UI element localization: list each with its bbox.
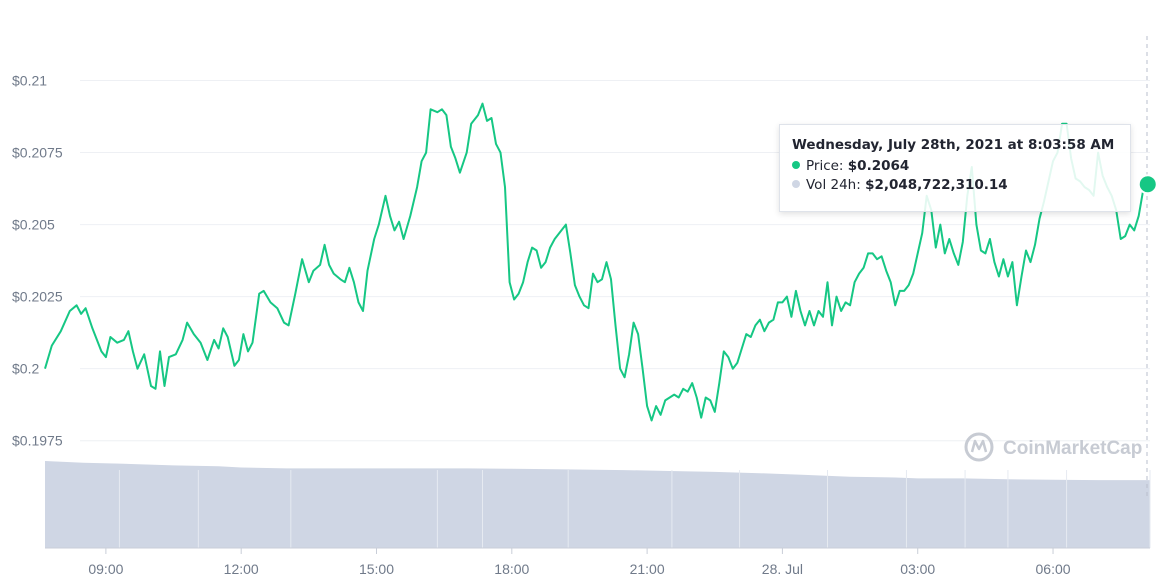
y-tick-label: $0.2025	[12, 289, 63, 305]
x-axis-ticks: 09:00 12:00 15:00 18:00 21:00 28. Jul 03:00 06:…	[88, 548, 1071, 577]
x-tick-label: 21:00	[630, 561, 665, 577]
x-tick-label: 15:00	[359, 561, 394, 577]
price-dot-icon	[792, 161, 800, 169]
chart-tooltip: Wednesday, July 28th, 2021 at 8:03:58 AM…	[779, 124, 1131, 212]
tooltip-title: Wednesday, July 28th, 2021 at 8:03:58 AM	[792, 137, 1115, 153]
tooltip-price-row: Price: $0.2064	[792, 158, 1130, 174]
coinmarketcap-watermark: CoinMarketCap	[964, 432, 1142, 462]
x-tick-label: 28. Jul	[762, 561, 803, 577]
y-tick-label: $0.2	[12, 361, 39, 377]
tooltip-price-label: Price:	[806, 158, 844, 174]
watermark-text: CoinMarketCap	[1003, 438, 1142, 459]
x-tick-label: 09:00	[88, 561, 123, 577]
y-tick-label: $0.1975	[12, 433, 63, 449]
volume-dot-icon	[792, 180, 800, 188]
tooltip-volume-row: Vol 24h: $2,048,722,310.14	[792, 177, 1130, 193]
coinmarketcap-logo-icon	[964, 432, 994, 462]
volume-area	[45, 461, 1151, 549]
volume-fill	[45, 461, 1150, 548]
y-tick-label: $0.2075	[12, 145, 63, 161]
hover-point[interactable]	[1137, 174, 1158, 195]
tooltip-price-value: $0.2064	[847, 158, 910, 174]
hover-point-dot[interactable]	[1139, 176, 1156, 193]
price-series	[44, 102, 1149, 422]
tooltip-volume-label: Vol 24h:	[806, 177, 861, 193]
x-tick-label: 18:00	[494, 561, 529, 577]
x-tick-label: 12:00	[224, 561, 259, 577]
x-tick-label: 06:00	[1036, 561, 1071, 577]
y-tick-label: $0.21	[12, 73, 47, 89]
y-tick-label: $0.205	[12, 217, 55, 233]
y-axis-ticks: $0.1975 $0.2 $0.2025 $0.205 $0.2075 $0.21	[12, 73, 63, 449]
price-line	[44, 102, 1149, 422]
tooltip-volume-value: $2,048,722,310.14	[865, 177, 1008, 193]
x-tick-label: 03:00	[900, 561, 935, 577]
